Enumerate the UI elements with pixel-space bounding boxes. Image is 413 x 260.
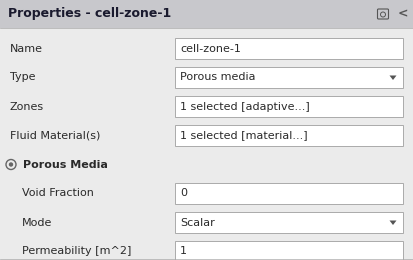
Text: Type: Type bbox=[10, 73, 36, 82]
Text: 1: 1 bbox=[180, 246, 187, 257]
Text: Porous Media: Porous Media bbox=[23, 159, 108, 170]
Bar bbox=[175, 96, 403, 117]
Text: <: < bbox=[398, 8, 408, 21]
Text: Name: Name bbox=[10, 43, 43, 54]
Text: 1 selected [material...]: 1 selected [material...] bbox=[180, 131, 308, 140]
Bar bbox=[0, 0, 413, 28]
Text: Zones: Zones bbox=[10, 101, 44, 112]
Bar bbox=[175, 125, 403, 146]
Text: Void Fraction: Void Fraction bbox=[22, 188, 94, 198]
Text: Permeability [m^2]: Permeability [m^2] bbox=[22, 246, 131, 257]
Text: Mode: Mode bbox=[22, 218, 52, 228]
Text: Scalar: Scalar bbox=[180, 218, 215, 228]
Text: Porous media: Porous media bbox=[180, 73, 256, 82]
Text: Fluid Material(s): Fluid Material(s) bbox=[10, 131, 100, 140]
Text: 1 selected [adaptive...]: 1 selected [adaptive...] bbox=[180, 101, 310, 112]
Text: cell-zone-1: cell-zone-1 bbox=[180, 43, 241, 54]
Polygon shape bbox=[389, 75, 396, 80]
Bar bbox=[175, 241, 403, 260]
Circle shape bbox=[9, 162, 13, 167]
Polygon shape bbox=[389, 220, 396, 225]
Bar bbox=[175, 67, 403, 88]
Bar bbox=[175, 183, 403, 204]
Text: 0: 0 bbox=[180, 188, 187, 198]
Text: Properties - cell-zone-1: Properties - cell-zone-1 bbox=[8, 8, 171, 21]
Bar bbox=[175, 38, 403, 59]
Bar bbox=[175, 212, 403, 233]
